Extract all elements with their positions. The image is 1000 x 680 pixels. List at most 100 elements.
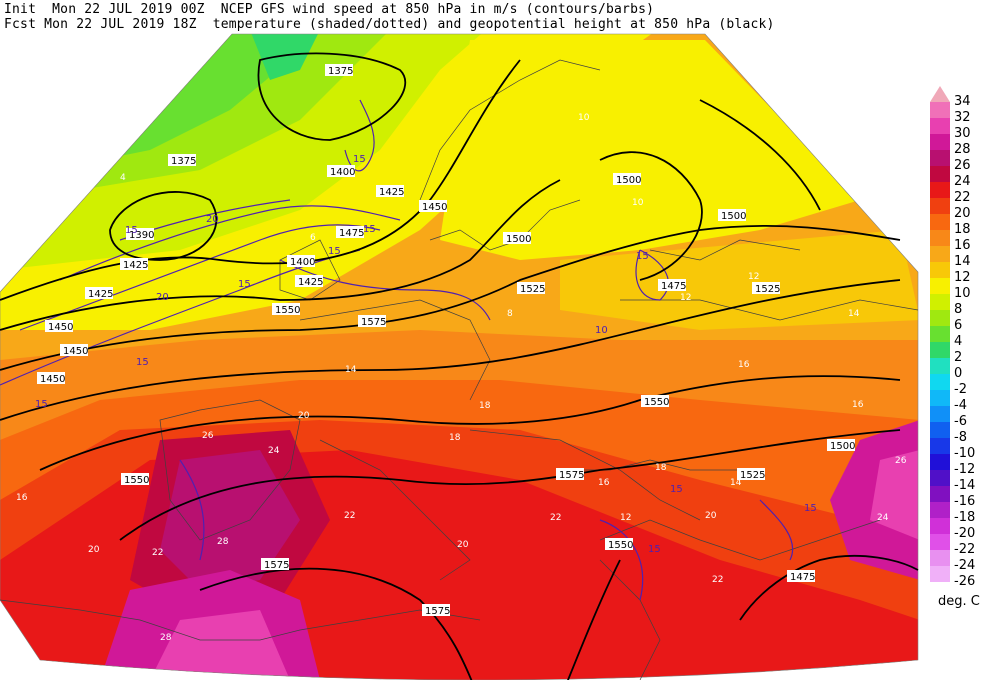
temp-label: 28 [217,537,229,547]
legend-swatch [930,470,950,486]
height-label: 1550 [641,395,669,408]
height-label: 1450 [45,320,73,333]
legend-label: -2 [954,382,967,397]
coastlines [0,59,919,680]
height-label: 1500 [827,439,855,452]
height-label: 1525 [752,282,780,295]
wind-label: 15 [136,357,149,368]
wind-label: 15 [328,246,341,257]
svg-text:1500: 1500 [721,211,746,222]
temp-label: 14 [848,309,860,319]
temperature-labels: 10 12 14 16 18 20 22 24 26 28 16 18 20 2… [16,113,907,643]
svg-text:1475: 1475 [339,228,364,239]
temp-label: 24 [268,446,280,456]
legend-label: 0 [954,366,963,381]
wind-label: 15 [125,225,138,236]
wind-label: 15 [238,279,251,290]
svg-text:1425: 1425 [298,277,323,288]
height-label: 1500 [718,209,746,222]
svg-text:1400: 1400 [290,257,315,268]
svg-text:1575: 1575 [361,317,386,328]
temp-label: 22 [550,513,561,523]
temp-label: 16 [598,478,610,488]
temp-label: 12 [620,513,631,523]
temp-label: 18 [655,463,667,473]
temp-label: 12 [748,272,759,282]
temp-label: 14 [345,365,357,375]
legend-label: -10 [954,446,976,461]
legend-label: -22 [954,542,976,557]
svg-text:1375: 1375 [328,66,353,77]
height-label: 1550 [272,303,300,316]
height-contours [0,52,919,680]
legend-label: -16 [954,494,976,509]
legend-label: 10 [954,286,971,301]
height-label: 1425 [120,258,148,271]
legend-label: 20 [954,206,971,221]
legend-label: 22 [954,190,971,205]
legend-swatch [930,166,950,182]
height-label: 1550 [121,473,149,486]
svg-text:1450: 1450 [422,202,447,213]
legend-label: -12 [954,462,976,477]
legend-swatch [930,294,950,310]
temp-label: 8 [507,309,513,319]
temp-label: 26 [895,456,907,466]
legend-swatch [930,534,950,550]
svg-text:1525: 1525 [520,284,545,295]
temp-label: 16 [852,400,864,410]
svg-text:1475: 1475 [790,572,815,583]
svg-text:1500: 1500 [830,441,855,452]
temp-label: 14 [730,478,742,488]
height-label: 1450 [60,344,88,357]
height-label: 1525 [517,282,545,295]
legend-swatch [930,182,950,198]
legend-swatch [930,86,950,102]
legend-label: -8 [954,430,967,445]
wind-label: 15 [804,503,817,514]
temp-label: 20 [705,511,717,521]
svg-text:1390: 1390 [129,230,154,241]
height-label: 1500 [613,173,641,186]
wind-label: 15 [648,544,661,555]
wind-label: 15 [353,154,366,165]
svg-text:1550: 1550 [124,475,149,486]
legend-label: -18 [954,510,976,525]
svg-text:1425: 1425 [123,260,148,271]
height-label: 1575 [556,468,584,481]
legend-label: -14 [954,478,976,493]
svg-text:1525: 1525 [740,470,765,481]
svg-text:1425: 1425 [88,289,113,300]
legend-label: 2 [954,350,963,365]
legend-label: 6 [954,318,963,333]
legend-swatch [930,454,950,470]
height-label: 1425 [295,275,323,288]
legend-swatch [930,102,950,118]
wind-label: 10 [595,325,608,336]
legend-label: 12 [954,270,971,285]
wind-label: 15 [636,251,649,262]
legend-swatch [930,486,950,502]
temp-label: 20 [298,411,310,421]
svg-text:1375: 1375 [171,156,196,167]
svg-text:1450: 1450 [63,346,88,357]
height-label: 1375 [325,64,353,77]
legend-swatch [930,262,950,278]
svg-text:1500: 1500 [506,234,531,245]
legend-swatch [930,310,950,326]
height-label: 1500 [503,232,531,245]
height-label: 1475 [336,226,364,239]
height-label: 1475 [658,279,686,292]
wind-label: 15 [35,399,48,410]
header-init-line: Init Mon 22 JUL 2019 00Z NCEP GFS wind s… [4,2,655,17]
svg-text:1525: 1525 [755,284,780,295]
legend-swatch [930,326,950,342]
temp-label: 10 [632,198,644,208]
legend-swatch [930,358,950,374]
legend-label: 30 [954,126,971,141]
legend-label: 8 [954,302,963,317]
height-label: 1425 [376,185,404,198]
legend-swatch [930,198,950,214]
